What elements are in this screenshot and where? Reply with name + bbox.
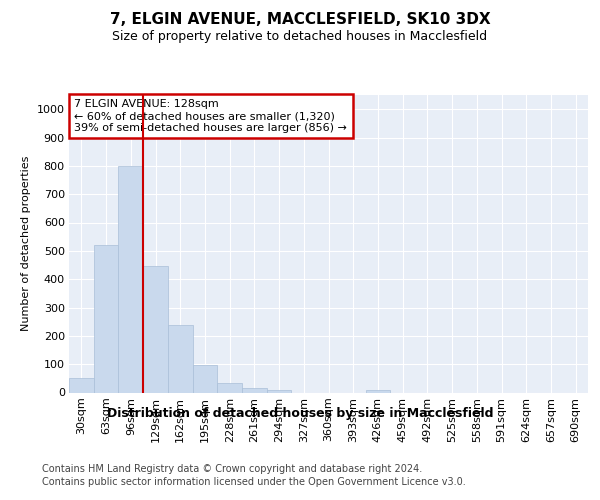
Bar [118,166,143,392]
Bar [168,325,193,392]
Text: Contains HM Land Registry data © Crown copyright and database right 2024.: Contains HM Land Registry data © Crown c… [42,464,422,474]
Bar [217,383,242,392]
Text: Contains public sector information licensed under the Open Government Licence v3: Contains public sector information licen… [42,477,466,487]
Y-axis label: Number of detached properties: Number of detached properties [21,156,31,332]
Text: 7 ELGIN AVENUE: 128sqm
← 60% of detached houses are smaller (1,320)
39% of semi-: 7 ELGIN AVENUE: 128sqm ← 60% of detached… [74,100,347,132]
Bar [143,266,168,392]
Bar [365,390,390,392]
Text: Distribution of detached houses by size in Macclesfield: Distribution of detached houses by size … [107,408,493,420]
Bar [193,365,217,392]
Bar [94,245,118,392]
Text: Size of property relative to detached houses in Macclesfield: Size of property relative to detached ho… [112,30,488,43]
Bar [242,388,267,392]
Bar [69,378,94,392]
Text: 7, ELGIN AVENUE, MACCLESFIELD, SK10 3DX: 7, ELGIN AVENUE, MACCLESFIELD, SK10 3DX [110,12,490,28]
Bar [267,390,292,392]
